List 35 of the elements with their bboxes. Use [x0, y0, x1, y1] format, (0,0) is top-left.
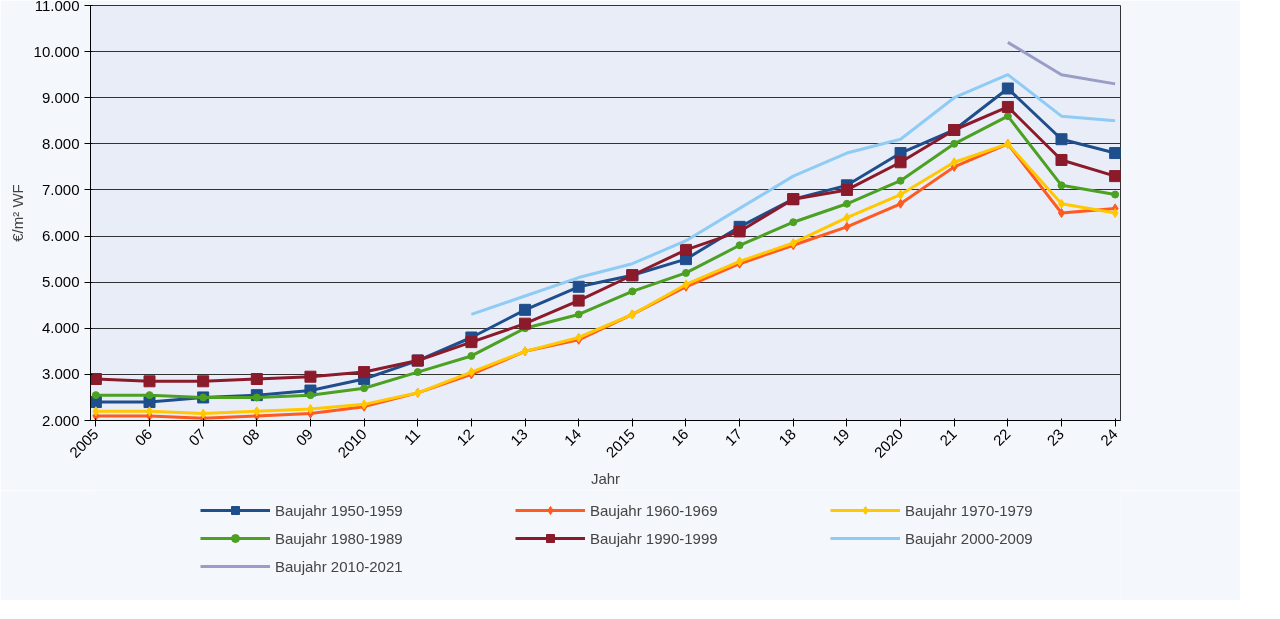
- x-tick-label: 08: [238, 425, 263, 449]
- legend-label: Baujahr 1970-1979: [905, 501, 1034, 519]
- x-tick-label: 14: [560, 425, 585, 449]
- y-tick-label: 5.000: [41, 273, 80, 291]
- y-tick-label: 4.000: [41, 319, 80, 337]
- x-tick-label: 07: [184, 425, 209, 449]
- x-tick-label: 24: [1096, 425, 1121, 449]
- x-tick-label: 23: [1043, 425, 1068, 449]
- x-tick-label: 11: [400, 425, 424, 449]
- x-tick-label: 13: [506, 425, 531, 449]
- x-tick-label: 18: [775, 425, 799, 449]
- x-tick-label: 16: [667, 425, 692, 449]
- y-tick-label: 10.000: [33, 42, 80, 60]
- y-tick-label: 3.000: [41, 365, 80, 383]
- x-tick-label: 09: [292, 425, 317, 449]
- y-tick-label: 8.000: [41, 134, 80, 152]
- y-tick-label: 11.000: [34, 0, 80, 14]
- y-tick-label: 6.000: [41, 227, 80, 245]
- x-tick-label: 17: [721, 425, 746, 449]
- legend-label: Baujahr 1960-1969: [590, 501, 719, 519]
- legend-label: Baujahr 2000-2009: [905, 529, 1034, 547]
- x-tick-label: 22: [989, 425, 1014, 449]
- y-tick-label: 2.000: [41, 411, 80, 429]
- y-tick-label: 9.000: [41, 88, 80, 106]
- y-axis-title: €/m² WF: [8, 184, 26, 242]
- legend-label: Baujahr 1980-1989: [275, 529, 404, 547]
- legend-label: Baujahr 1950-1959: [275, 501, 404, 519]
- x-tick-label: 06: [131, 425, 156, 449]
- y-tick-label: 7.000: [41, 180, 80, 198]
- x-tick-label: 19: [828, 425, 853, 449]
- legend-label: Baujahr 1990-1999: [590, 529, 719, 547]
- legend-label: Baujahr 2010-2021: [275, 557, 404, 575]
- x-tick-label: 12: [453, 425, 478, 449]
- x-axis-title: Jahr: [590, 470, 621, 488]
- x-tick-label: 21: [936, 425, 960, 449]
